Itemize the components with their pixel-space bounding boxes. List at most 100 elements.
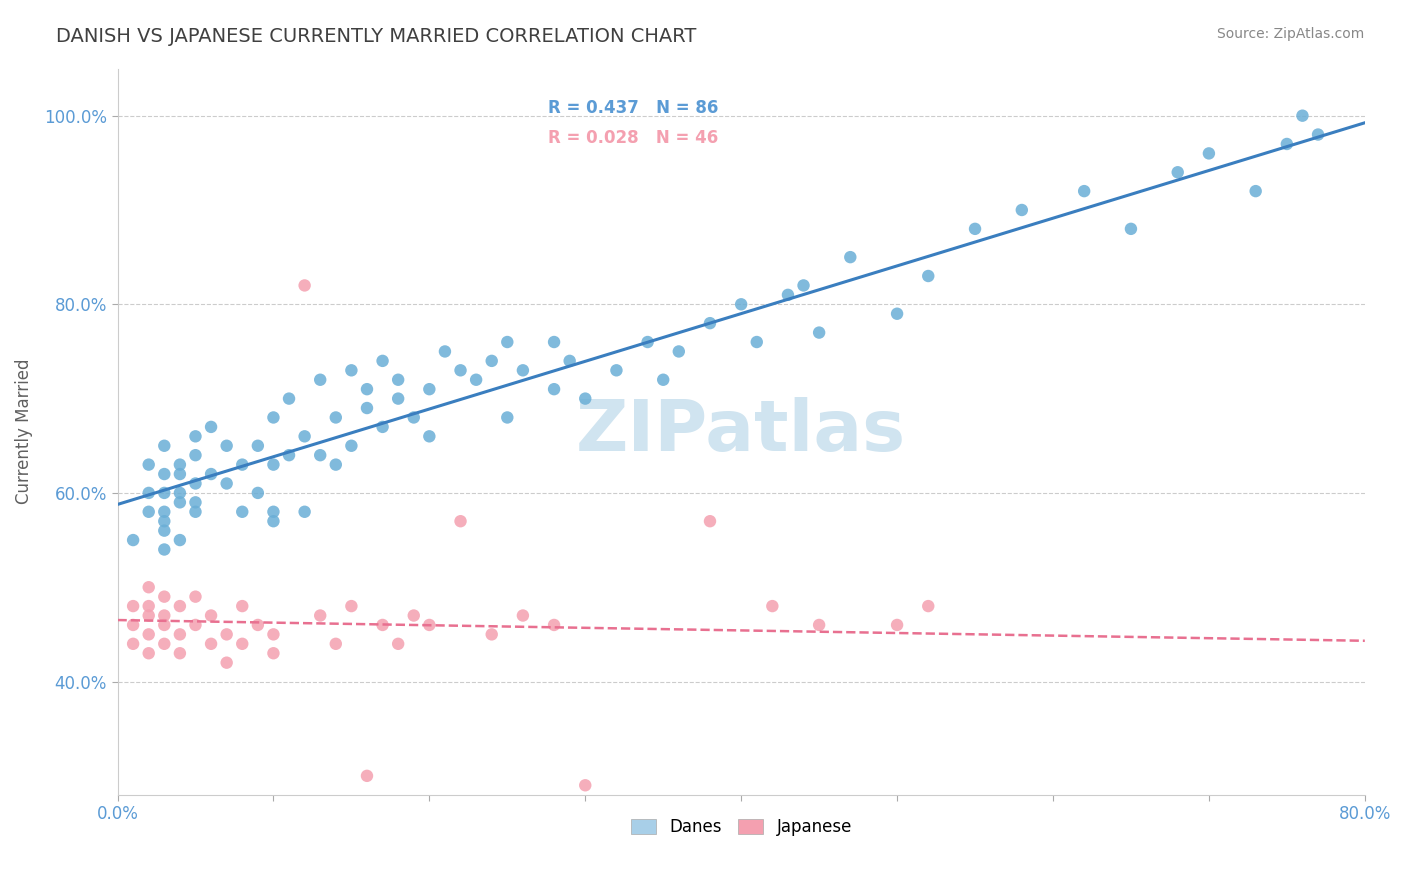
Point <box>246 618 269 632</box>
Point <box>371 354 394 368</box>
Point <box>215 439 238 453</box>
Point <box>215 656 238 670</box>
Point <box>184 476 207 491</box>
Point <box>652 373 675 387</box>
Point <box>496 334 519 349</box>
Point <box>169 627 191 641</box>
Point <box>963 222 986 236</box>
Point <box>543 382 565 396</box>
Point <box>262 646 284 660</box>
Point <box>169 533 191 547</box>
Point <box>745 334 768 349</box>
Point <box>808 618 831 632</box>
Point <box>122 637 145 651</box>
Point <box>481 354 503 368</box>
Point <box>481 627 503 641</box>
Point <box>1167 165 1189 179</box>
Point <box>574 778 596 792</box>
Point <box>1011 202 1033 217</box>
Point <box>761 599 783 613</box>
Point <box>184 448 207 462</box>
Point <box>418 429 440 443</box>
Point <box>184 429 207 443</box>
Point <box>200 467 222 481</box>
Point <box>278 448 301 462</box>
Point <box>153 439 176 453</box>
Point <box>138 646 160 660</box>
Point <box>153 637 176 651</box>
Point <box>294 505 316 519</box>
Point <box>169 495 191 509</box>
Point <box>294 429 316 443</box>
Point <box>169 467 191 481</box>
Legend: Danes, Japanese: Danes, Japanese <box>623 810 860 845</box>
Point <box>496 410 519 425</box>
Text: DANISH VS JAPANESE CURRENTLY MARRIED CORRELATION CHART: DANISH VS JAPANESE CURRENTLY MARRIED COR… <box>56 27 696 45</box>
Point <box>231 505 253 519</box>
Point <box>808 326 831 340</box>
Point <box>231 458 253 472</box>
Point <box>262 458 284 472</box>
Point <box>231 637 253 651</box>
Point <box>153 524 176 538</box>
Point <box>153 618 176 632</box>
Point <box>543 334 565 349</box>
Point <box>153 608 176 623</box>
Point <box>153 514 176 528</box>
Point <box>1291 109 1313 123</box>
Point <box>886 307 908 321</box>
Point <box>215 627 238 641</box>
Point <box>325 410 347 425</box>
Point <box>371 618 394 632</box>
Point <box>138 599 160 613</box>
Point <box>387 637 409 651</box>
Point <box>278 392 301 406</box>
Point <box>1119 222 1142 236</box>
Point <box>387 392 409 406</box>
Point <box>138 486 160 500</box>
Point <box>169 458 191 472</box>
Point <box>153 486 176 500</box>
Point <box>917 268 939 283</box>
Point <box>262 410 284 425</box>
Point <box>730 297 752 311</box>
Point <box>1306 128 1329 142</box>
Text: R = 0.437   N = 86: R = 0.437 N = 86 <box>548 100 718 118</box>
Point <box>776 288 799 302</box>
Point <box>153 542 176 557</box>
Point <box>184 495 207 509</box>
Point <box>309 448 332 462</box>
Point <box>402 410 425 425</box>
Text: R = 0.028   N = 46: R = 0.028 N = 46 <box>548 128 718 146</box>
Point <box>153 467 176 481</box>
Point <box>262 514 284 528</box>
Point <box>839 250 862 264</box>
Point <box>246 439 269 453</box>
Point <box>200 637 222 651</box>
Text: Source: ZipAtlas.com: Source: ZipAtlas.com <box>1216 27 1364 41</box>
Point <box>309 608 332 623</box>
Point <box>699 514 721 528</box>
Point <box>356 401 378 415</box>
Point <box>418 382 440 396</box>
Point <box>184 505 207 519</box>
Point <box>200 608 222 623</box>
Point <box>356 769 378 783</box>
Point <box>246 486 269 500</box>
Text: ZIPatlas: ZIPatlas <box>576 397 907 467</box>
Point <box>340 363 363 377</box>
Point <box>138 458 160 472</box>
Point <box>138 608 160 623</box>
Point <box>558 354 581 368</box>
Point <box>294 278 316 293</box>
Point <box>886 618 908 632</box>
Point <box>793 278 815 293</box>
Point <box>340 439 363 453</box>
Point <box>699 316 721 330</box>
Point <box>418 618 440 632</box>
Point <box>153 590 176 604</box>
Point <box>637 334 659 349</box>
Point <box>325 637 347 651</box>
Point <box>1198 146 1220 161</box>
Point <box>153 505 176 519</box>
